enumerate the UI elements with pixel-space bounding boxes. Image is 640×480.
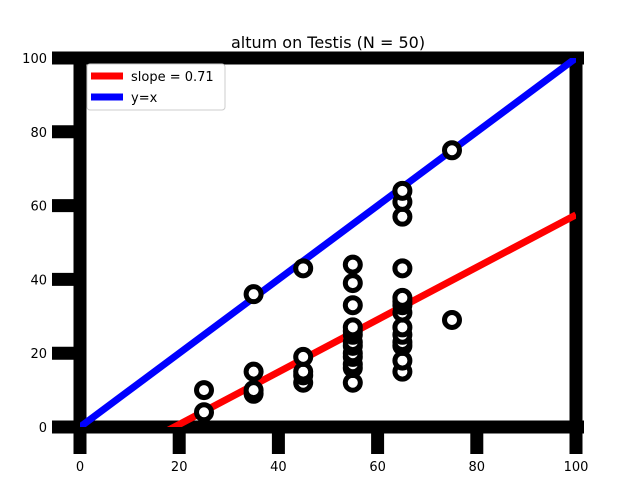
fit-line [166,211,576,427]
y-tick-label: 80 [30,126,47,141]
legend: slope = 0.71 y=x [86,63,226,111]
data-point [293,258,314,279]
data-point [293,346,314,367]
plot-area [80,58,576,427]
y-tick-label: 60 [30,200,47,215]
data-point [342,273,363,294]
data-point [194,402,214,423]
legend-label: y=x [131,91,158,106]
axis-ticks: 0 20 40 60 80 100 0 20 40 60 80 100 [22,51,589,475]
identity-line [80,58,576,427]
data-point [243,361,264,382]
y-tick-label: 40 [30,273,47,288]
data-point [342,295,363,316]
x-tick-label: 80 [469,460,486,475]
data-point [442,140,462,161]
y-tick-label: 0 [39,421,47,436]
data-point [442,309,462,330]
x-tick-label: 20 [171,460,188,475]
data-point [243,284,264,305]
data-point [342,317,363,338]
x-tick-label: 0 [76,460,84,475]
y-tick-label: 20 [30,347,47,362]
x-tick-label: 40 [270,460,287,475]
data-point [243,380,264,401]
y-tick-label: 100 [22,52,47,67]
plot-frame [52,51,584,434]
data-point [392,258,413,279]
x-tick-label: 100 [564,460,589,475]
x-tick-label: 60 [369,460,386,475]
data-point [194,380,214,401]
data-point [392,287,413,308]
data-point [392,180,413,201]
data-point [342,254,363,275]
legend-label: slope = 0.71 [131,70,214,85]
chart-title: altum on Testis (N = 50) [231,33,425,52]
